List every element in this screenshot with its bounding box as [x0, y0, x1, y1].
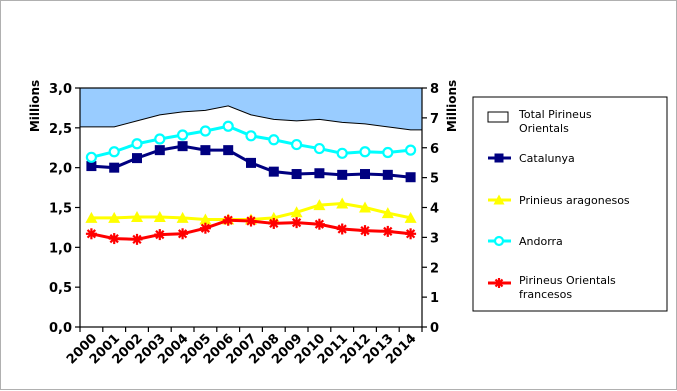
data-point-prinieus-aragonesos [131, 211, 143, 223]
left-tick-label: 0,5 [49, 281, 72, 296]
data-point-andorra [177, 129, 189, 141]
data-point-andorra [245, 130, 257, 142]
left-tick-label: 3,0 [49, 82, 72, 97]
left-tick-label: 1,5 [49, 202, 72, 217]
data-point-catalunya [109, 162, 120, 173]
right-tick-label: 4 [430, 202, 439, 217]
area-total-pirineus-orientals [80, 88, 422, 130]
data-point-prinieus-aragonesos [404, 211, 417, 223]
legend-label-andorra: Andorra [519, 235, 563, 248]
legend: Total Pirineus Orientals Catalunya Prinieus… [472, 96, 668, 312]
left-tick-label: 2,0 [49, 162, 72, 177]
left-tick-label: 1,0 [49, 241, 72, 256]
data-point-pirineus-orientals-francesos [313, 218, 325, 230]
legend-label-line: Pirineus Orientals [519, 274, 616, 287]
legend-marker-prinieus-aragonesos [493, 194, 505, 205]
right-tick-label: 2 [430, 261, 439, 276]
data-point-andorra [154, 133, 166, 145]
data-point-pirineus-orientals-francesos [245, 215, 257, 227]
right-tick-label: 8 [430, 82, 439, 97]
data-point-catalunya [405, 172, 416, 183]
left-tick-label: 2,5 [49, 122, 72, 137]
data-point-catalunya [177, 141, 188, 152]
right-tick-label: 7 [430, 112, 439, 127]
data-point-catalunya [154, 145, 165, 156]
data-point-prinieus-aragonesos [108, 211, 121, 223]
data-point-prinieus-aragonesos [381, 207, 394, 219]
data-point-catalunya [223, 145, 234, 156]
legend-label-line: Total Pirineus [518, 108, 592, 121]
area-total-outline [80, 105, 422, 131]
data-point-pirineus-orientals-francesos [154, 229, 166, 241]
series-layer [85, 120, 417, 245]
data-point-andorra [85, 151, 98, 163]
legend-marker-pirineus-orientals-francesos [494, 278, 504, 288]
data-point-prinieus-aragonesos [336, 197, 349, 209]
data-point-andorra [405, 144, 417, 156]
legend-label-catalunya: Catalunya [519, 152, 575, 165]
legend-box [472, 96, 668, 312]
right-tick-label: 5 [430, 172, 439, 187]
data-point-catalunya [382, 169, 393, 180]
total-area-layer [80, 88, 422, 131]
left-tick-label: 0,0 [49, 321, 72, 336]
data-point-andorra [359, 146, 371, 158]
right-axis-title: Millions [445, 80, 459, 132]
right-tick-label: 6 [430, 142, 439, 157]
data-point-prinieus-aragonesos [153, 211, 166, 223]
data-point-pirineus-orientals-francesos [222, 214, 234, 226]
data-point-catalunya [314, 168, 325, 179]
data-point-catalunya [200, 145, 211, 156]
data-point-catalunya [86, 161, 97, 172]
legend-label-line: francesos [519, 288, 572, 301]
right-tick-label: 3 [430, 231, 439, 246]
data-point-prinieus-aragonesos [176, 211, 189, 223]
data-point-pirineus-orientals-francesos [199, 222, 211, 234]
data-point-andorra [222, 120, 234, 132]
legend-label-prinieus-aragonesos: Prinieus aragonesos [519, 194, 630, 207]
data-point-prinieus-aragonesos [85, 211, 98, 223]
right-tick-label: 0 [430, 321, 439, 336]
data-point-andorra [131, 138, 143, 150]
data-point-pirineus-orientals-francesos [359, 225, 371, 237]
data-point-prinieus-aragonesos [199, 213, 212, 225]
left-axis-title: Millions [28, 80, 42, 132]
legend-label-line: Orientals [519, 122, 569, 135]
data-point-prinieus-aragonesos [313, 199, 326, 211]
data-point-andorra [199, 125, 211, 137]
data-point-pirineus-orientals-francesos [336, 223, 348, 235]
data-point-pirineus-orientals-francesos [405, 228, 417, 240]
data-point-andorra [108, 146, 120, 158]
data-point-catalunya [246, 157, 256, 168]
data-point-catalunya [268, 166, 279, 177]
data-point-pirineus-orientals-francesos [382, 225, 394, 237]
axes-layer: 0,00,51,01,52,02,53,00123456782000200120… [28, 80, 459, 368]
data-point-pirineus-orientals-francesos [291, 217, 303, 229]
legend-marker-catalunya [494, 153, 504, 163]
legend-marker-andorra [493, 235, 505, 247]
legend-swatch-total-pirineus-orientals [487, 111, 509, 123]
data-point-pirineus-orientals-francesos [108, 233, 120, 245]
data-point-pirineus-orientals-francesos [268, 217, 280, 229]
data-point-andorra [382, 146, 394, 159]
legend-label-pirineus-orientals-francesos: Pirineus Orientals francesos [519, 274, 616, 301]
data-point-pirineus-orientals-francesos [177, 228, 189, 240]
right-tick-label: 1 [430, 291, 439, 306]
data-point-catalunya [337, 169, 348, 180]
data-point-andorra [291, 138, 303, 151]
legend-label-total-pirineus-orientals: Total Pirineus Orientals [518, 108, 592, 135]
data-point-catalunya [132, 153, 142, 164]
data-point-prinieus-aragonesos [359, 201, 371, 213]
data-point-pirineus-orientals-francesos [131, 233, 143, 245]
data-point-andorra [336, 147, 348, 159]
data-point-prinieus-aragonesos [290, 206, 303, 218]
data-point-catalunya [360, 169, 370, 180]
data-point-catalunya [291, 169, 302, 180]
data-point-pirineus-orientals-francesos [85, 228, 97, 240]
data-point-andorra [313, 142, 325, 155]
data-point-andorra [268, 134, 280, 146]
